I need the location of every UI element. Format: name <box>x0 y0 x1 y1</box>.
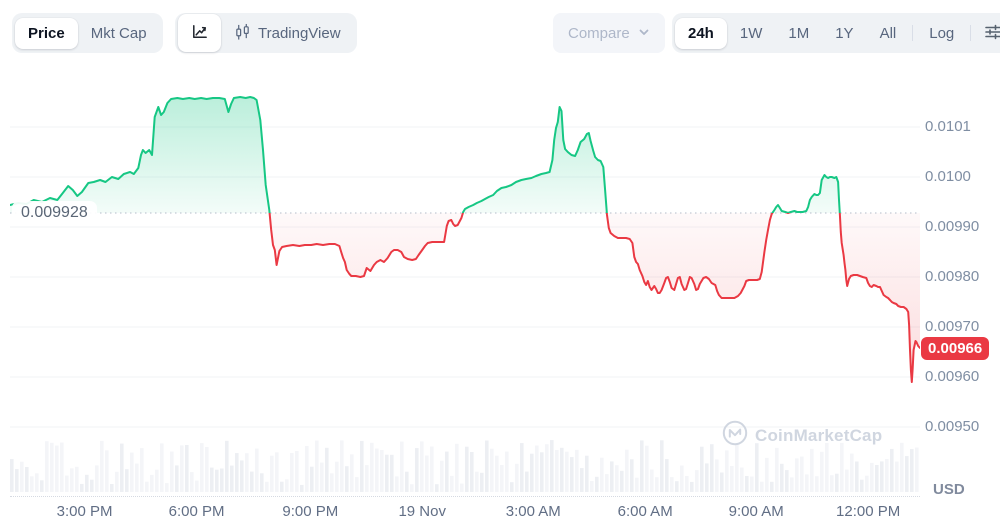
x-tick-3-00-pm: 3:00 PM <box>56 503 113 520</box>
tradingview-label: TradingView <box>258 24 341 42</box>
tradingview-tab[interactable]: TradingView <box>221 14 354 53</box>
y-tick-0.00990: 0.00990 <box>925 218 980 235</box>
y-tick-0.0101: 0.0101 <box>925 118 971 135</box>
chart-plot-area[interactable] <box>10 75 920 495</box>
watermark-text: CoinMarketCap <box>755 425 883 445</box>
candlestick-icon <box>234 22 251 45</box>
y-tick-0.00970: 0.00970 <box>925 318 980 335</box>
coinmarketcap-logo-icon <box>722 420 748 451</box>
x-tick-9-00-pm: 9:00 PM <box>282 503 339 520</box>
x-axis-line <box>10 496 920 497</box>
chart-type-toggle: TradingView <box>175 13 357 53</box>
range-selector: 24h 1W 1M 1Y All Log <box>672 13 1000 53</box>
tab-mktcap[interactable]: Mkt Cap <box>78 18 160 49</box>
compare-button[interactable]: Compare <box>553 13 665 53</box>
chevron-down-icon <box>638 25 650 42</box>
line-chart-tab[interactable] <box>178 14 221 52</box>
y-tick-0.00960: 0.00960 <box>925 368 980 385</box>
range-1w[interactable]: 1W <box>727 18 776 49</box>
currency-label: USD <box>933 481 965 498</box>
x-tick-3-00-am: 3:00 AM <box>505 503 561 520</box>
x-tick-6-00-pm: 6:00 PM <box>168 503 225 520</box>
x-tick-9-00-am: 9:00 AM <box>728 503 784 520</box>
y-tick-0.00980: 0.00980 <box>925 268 980 285</box>
sliders-settings-icon <box>983 22 1000 45</box>
price-area-chart[interactable] <box>10 75 920 495</box>
coinmarketcap-watermark: CoinMarketCap <box>722 420 882 451</box>
compare-label: Compare <box>568 24 630 42</box>
range-1y[interactable]: 1Y <box>822 18 866 49</box>
chart-settings-button[interactable] <box>974 14 1000 53</box>
log-scale-button[interactable]: Log <box>916 18 967 49</box>
y-tick-0.0100: 0.0100 <box>925 168 971 185</box>
line-chart-icon <box>190 22 209 44</box>
divider <box>970 25 972 41</box>
range-buttons: 24h 1W 1M 1Y All <box>675 17 910 49</box>
y-tick-0.00950: 0.00950 <box>925 418 980 435</box>
current-price-badge: 0.00966 <box>921 337 990 360</box>
price-mktcap-toggle: Price Mkt Cap <box>12 13 163 53</box>
x-tick-6-00-am: 6:00 AM <box>617 503 673 520</box>
range-1m[interactable]: 1M <box>775 18 822 49</box>
range-24h[interactable]: 24h <box>675 17 727 49</box>
range-all[interactable]: All <box>867 18 910 49</box>
baseline-price-label: 0.009928 <box>12 201 97 225</box>
tab-price[interactable]: Price <box>15 17 78 49</box>
divider <box>912 25 914 41</box>
x-tick-12-00-pm: 12:00 PM <box>836 503 901 520</box>
x-tick-19-nov: 19 Nov <box>398 503 446 520</box>
